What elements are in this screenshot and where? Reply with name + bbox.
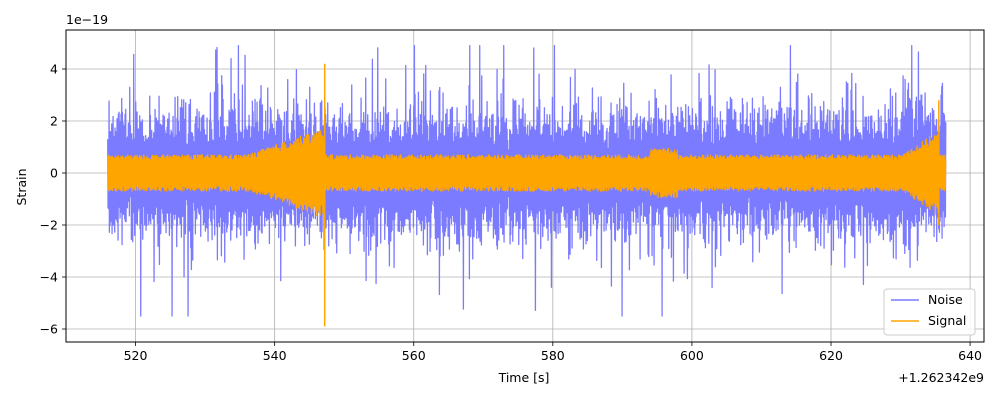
- legend-label-noise: Noise: [928, 292, 963, 307]
- y-axis-label: Strain: [14, 168, 29, 205]
- plot-frame: [65, 29, 985, 343]
- y-tick-label: 2: [50, 114, 58, 129]
- x-tick-label: 580: [541, 348, 565, 363]
- x-tick-label: 600: [680, 348, 704, 363]
- x-tick-label: 620: [819, 348, 843, 363]
- noise-series-line: [107, 44, 947, 317]
- x-tick-label: 540: [263, 348, 287, 363]
- x-axis-ticks: 520 540 560 580 600 620 640: [124, 342, 982, 363]
- series-layer: [107, 44, 947, 327]
- y-multiplier-label: 1e−19: [66, 12, 108, 27]
- x-tick-label: 520: [124, 348, 148, 363]
- signal-series-line: [107, 130, 947, 217]
- x-offset-label: +1.262342e9: [898, 370, 984, 385]
- x-tick-label: 640: [958, 348, 982, 363]
- y-axis-ticks: −6 −4 −2 0 2 4: [40, 62, 66, 337]
- y-tick-label: −2: [40, 218, 58, 233]
- legend: Noise Signal: [883, 288, 976, 336]
- y-tick-label: 4: [50, 62, 58, 77]
- y-tick-label: −4: [40, 270, 58, 285]
- y-tick-label: 0: [50, 166, 58, 181]
- x-tick-label: 560: [402, 348, 426, 363]
- legend-label-signal: Signal: [928, 313, 966, 328]
- x-axis-label: Time [s]: [498, 370, 550, 385]
- y-tick-label: −6: [40, 322, 58, 337]
